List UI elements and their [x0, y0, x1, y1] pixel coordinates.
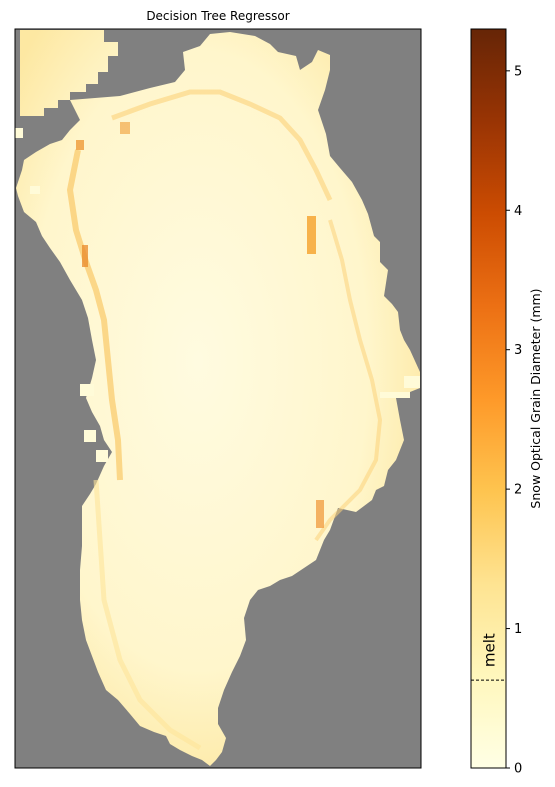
margin-hotspot-north — [120, 122, 130, 134]
southwest-margin-zone — [93, 479, 202, 751]
colorbar-tick-label: 5 — [514, 64, 522, 79]
colorbar-tick-label: 3 — [514, 343, 522, 358]
north-margin-melt-zone — [111, 89, 333, 202]
margin-hotspot-west — [82, 245, 88, 267]
east-margin-melt-zone — [314, 219, 383, 542]
colorbar-tick-label: 0 — [514, 762, 522, 777]
chart-title: Decision Tree Regressor — [146, 9, 289, 23]
high-grain-size-patch — [307, 216, 316, 254]
colorbar-label: Snow Optical Grain Diameter (mm) — [528, 288, 543, 508]
west-margin-melt-zone — [66, 149, 123, 481]
colorbar-scale — [471, 29, 506, 768]
colorbar-frame — [470, 28, 507, 769]
colorbar: melt 0 1 2 3 4 5 Snow Optical Grain Diameter … — [470, 28, 543, 777]
map-plot-area — [15, 29, 421, 768]
map-frame — [14, 28, 422, 769]
coastal-pixel-blocks — [15, 128, 420, 462]
colorbar-tick-label: 1 — [514, 622, 522, 637]
colorbar-tick-label: 2 — [514, 483, 522, 498]
greenland-ice-sheet — [16, 30, 420, 766]
margin-hotspot-southeast — [316, 500, 324, 528]
colorbar-tick-label: 4 — [514, 204, 522, 219]
melt-label: melt — [481, 633, 499, 667]
colorbar-ticks: 0 1 2 3 4 5 — [506, 64, 522, 777]
margin-hotspot-northwest — [76, 140, 84, 150]
